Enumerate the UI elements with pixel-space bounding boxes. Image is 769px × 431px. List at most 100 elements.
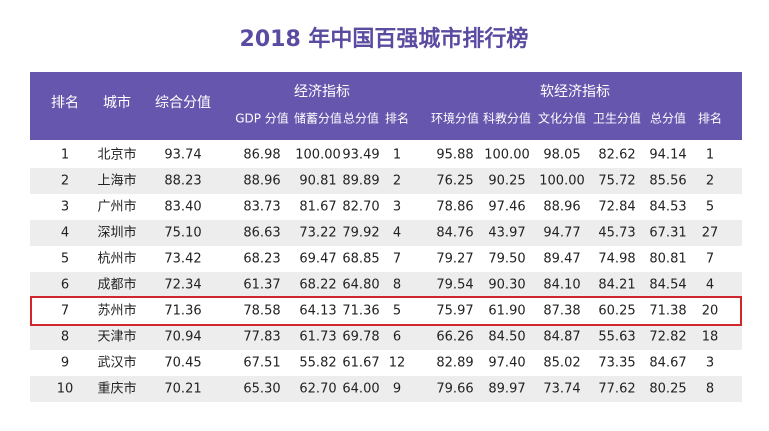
header-cell: 综合分值: [155, 95, 211, 111]
table-cell: 86.63: [243, 226, 280, 241]
row-background: [30, 168, 742, 194]
table-cell: 94.14: [649, 148, 686, 163]
title: 2018 年中国百强城市排行榜: [240, 26, 529, 52]
table-cell: 84.54: [649, 278, 686, 293]
table-cell: 83.40: [164, 200, 201, 215]
table-cell: 85.02: [543, 356, 580, 371]
table-cell: 86.98: [243, 148, 280, 163]
table-cell: 73.35: [598, 356, 635, 371]
highlight-box: [30, 296, 742, 326]
table-cell: 上海市: [97, 173, 136, 189]
table-cell: 9: [393, 382, 401, 397]
table-cell: 79.27: [436, 252, 473, 267]
table-cell: 69.47: [299, 252, 336, 267]
table-cell: 93.49: [342, 148, 379, 163]
table-cell: 77.83: [243, 330, 280, 345]
table-cell: 71.38: [649, 304, 686, 319]
table-cell: 90.81: [299, 174, 336, 189]
header-cell: 卫生分值: [593, 111, 641, 126]
table-cell: 61.73: [299, 330, 336, 345]
table-cell: 80.25: [649, 382, 686, 397]
table-cell: 64.80: [342, 278, 379, 293]
table-cell: 60.25: [598, 304, 635, 319]
table-cell: 4: [61, 226, 69, 241]
table-cell: 杭州市: [97, 251, 136, 267]
table-cell: 成都市: [97, 277, 136, 293]
row-background: [30, 220, 742, 246]
table-cell: 88.96: [243, 174, 280, 189]
table-cell: 95.88: [436, 148, 473, 163]
table-cell: 6: [61, 278, 69, 293]
table-cell: 55.63: [598, 330, 635, 345]
table-cell: 68.22: [299, 278, 336, 293]
table-cell: 8: [393, 278, 401, 293]
table-cell: 5: [61, 252, 69, 267]
table-cell: 8: [61, 330, 69, 345]
table-cell: 77.62: [598, 382, 635, 397]
header-cell: 储蓄分值: [294, 111, 342, 126]
table-cell: 广州市: [97, 199, 136, 215]
table-cell: 62.70: [299, 382, 336, 397]
table-cell: 20: [702, 304, 719, 319]
table-cell: 61.67: [342, 356, 379, 371]
table-cell: 88.96: [543, 200, 580, 215]
table-cell: 61.37: [243, 278, 280, 293]
table-cell: 100.00: [539, 174, 585, 189]
table-cell: 89.89: [342, 174, 379, 189]
table-cell: 重庆市: [97, 381, 136, 397]
header-cell: 文化分值: [538, 111, 586, 126]
table-cell: 84.10: [543, 278, 580, 293]
table-cell: 6: [393, 330, 401, 345]
table-cell: 5: [393, 304, 401, 319]
table-cell: 84.76: [436, 226, 473, 241]
table-cell: 1: [61, 148, 69, 163]
table-cell: 89.97: [488, 382, 525, 397]
table-cell: 67.31: [649, 226, 686, 241]
table-cell: 93.74: [164, 148, 201, 163]
table-cell: 78.86: [436, 200, 473, 215]
table-cell: 80.81: [649, 252, 686, 267]
table-cell: 70.21: [164, 382, 201, 397]
table-cell: 73.74: [543, 382, 580, 397]
table-cell: 1: [393, 148, 401, 163]
table-cell: 84.50: [488, 330, 525, 345]
table-cell: 64.00: [342, 382, 379, 397]
table-cell: 79.50: [488, 252, 525, 267]
table-cell: 79.54: [436, 278, 473, 293]
row-background: [30, 246, 742, 272]
table-cell: 70.45: [164, 356, 201, 371]
table-cell: 98.05: [543, 148, 580, 163]
table-cell: 55.82: [299, 356, 336, 371]
table-cell: 97.46: [488, 200, 525, 215]
table-cell: 苏州市: [97, 303, 136, 319]
table-cell: 7: [706, 252, 714, 267]
table-cell: 75.97: [436, 304, 473, 319]
row-background: [30, 324, 742, 350]
table-cell: 76.25: [436, 174, 473, 189]
table-cell: 65.30: [243, 382, 280, 397]
table-cell: 82.89: [436, 356, 473, 371]
table-cell: 82.70: [342, 200, 379, 215]
table-cell: 100.00: [295, 148, 341, 163]
table-cell: 84.87: [543, 330, 580, 345]
table-cell: 70.94: [164, 330, 201, 345]
table-cell: 武汉市: [97, 355, 136, 371]
table-cell: 74.98: [598, 252, 635, 267]
table-cell: 87.38: [543, 304, 580, 319]
table-cell: 2: [61, 174, 69, 189]
table-cell: 84.53: [649, 200, 686, 215]
table-cell: 43.97: [488, 226, 525, 241]
table-cell: 75.72: [598, 174, 635, 189]
table-cell: 85.56: [649, 174, 686, 189]
header-background: [30, 72, 742, 140]
header-group: 软经济指标: [540, 84, 610, 100]
table-cell: 72.84: [598, 200, 635, 215]
table-cell: 5: [706, 200, 714, 215]
table-cell: 7: [393, 252, 401, 267]
table-cell: 45.73: [598, 226, 635, 241]
table-cell: 100.00: [484, 148, 530, 163]
table-cell: 1: [706, 148, 714, 163]
row-background: [30, 194, 742, 220]
table-cell: 72.82: [649, 330, 686, 345]
table-cell: 66.26: [436, 330, 473, 345]
